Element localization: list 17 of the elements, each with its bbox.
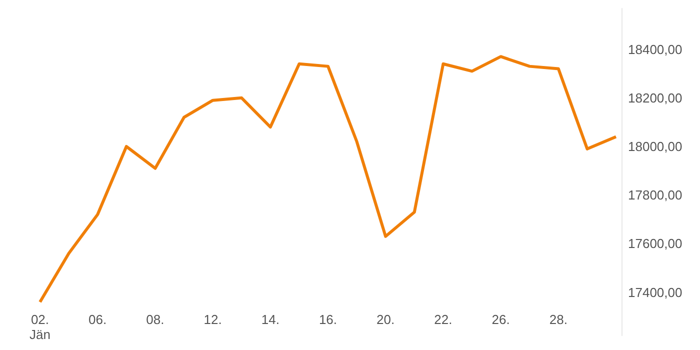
x-tick-label: 20.	[376, 312, 395, 327]
x-tick-label: 22.	[434, 312, 452, 327]
y-tick-label: 17400,00	[628, 284, 682, 300]
x-tick-label: 02. Jän	[30, 312, 50, 342]
x-tick-label: 06.	[88, 312, 107, 327]
x-tick-label: 08.	[146, 312, 164, 327]
y-tick-label: 18200,00	[628, 90, 682, 106]
y-tick-label: 18400,00	[628, 42, 682, 57]
x-tick-label: 28.	[549, 312, 568, 327]
x-tick-label: 12.	[204, 312, 222, 327]
line-series	[38, 55, 618, 304]
y-tick-label: 18000,00	[628, 139, 682, 154]
x-tick-label: 26.	[492, 312, 510, 327]
x-tick-label: 16.	[318, 312, 338, 327]
x-tick-label: 14.	[261, 312, 280, 327]
y-tick-label: 17600,00	[628, 236, 682, 252]
y-tick-label: 17800,00	[628, 188, 682, 203]
